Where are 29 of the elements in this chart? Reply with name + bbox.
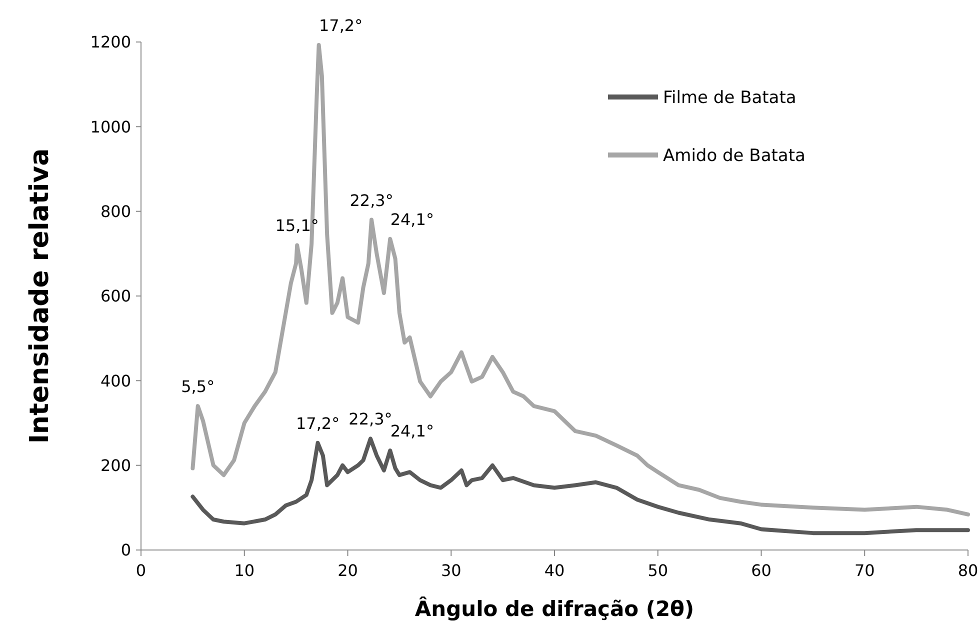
y-tick-label: 1000 [90, 117, 131, 136]
annotation: 22,3° [348, 410, 392, 429]
x-tick-label: 10 [234, 561, 255, 580]
y-axis-title: Intensidade relativa [25, 148, 55, 444]
y-tick-label: 0 [120, 540, 131, 560]
annotation: 24,1° [390, 422, 434, 441]
annotation: 24,1° [390, 210, 434, 229]
x-tick-label: 70 [854, 561, 875, 580]
x-tick-label: 20 [338, 561, 358, 580]
y-tick-label: 600 [100, 286, 131, 306]
annotation: 22,3° [350, 190, 394, 210]
y-tick-label: 400 [100, 371, 131, 390]
y-tick-label: 800 [100, 202, 131, 221]
x-tick-label: 30 [440, 561, 462, 580]
x-tick-label: 60 [751, 561, 772, 580]
y-tick-label: 200 [100, 456, 131, 475]
x-tick-label: 50 [648, 561, 668, 580]
x-tick-label: 80 [958, 561, 978, 580]
annotation: 5,5° [181, 377, 215, 396]
legend-label: Filme de Batata [663, 88, 796, 108]
line-series [190, 436, 970, 536]
annotation: 17,2° [296, 414, 340, 433]
x-axis-title: Ângulo de difração (2θ) [414, 596, 694, 621]
x-tick-label: 40 [544, 561, 565, 580]
legend-label: Amido de Batata [663, 146, 806, 166]
y-tick-label: 1200 [90, 32, 131, 52]
x-tick-label: 0 [136, 561, 146, 580]
annotation: 17,2° [318, 16, 363, 35]
annotation: 15,1° [275, 216, 319, 236]
